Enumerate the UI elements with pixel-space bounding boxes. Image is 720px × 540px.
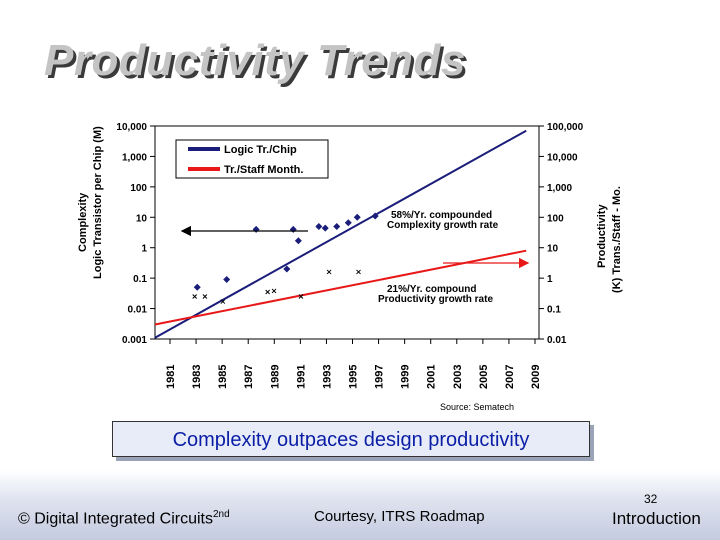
productivity-point bbox=[356, 269, 361, 275]
right-tick-label: 0.1 bbox=[547, 305, 561, 316]
right-tick-label: 10 bbox=[547, 244, 559, 255]
right-axis-ticks: 100,000 10,000 1,000 100 10 1 0.1 0.01 bbox=[539, 122, 584, 346]
page-number: 32 bbox=[644, 492, 658, 506]
productivity-point bbox=[202, 294, 208, 299]
left-tick-label: 1,000 bbox=[122, 152, 147, 163]
legend-label-productivity: Tr./Staff Month. bbox=[224, 164, 303, 176]
left-tick-label: 1 bbox=[141, 244, 147, 255]
footer-credit: Courtesy, ITRS Roadmap bbox=[314, 508, 485, 525]
complexity-point bbox=[193, 283, 201, 291]
legend: Logic Tr./Chip Tr./Staff Month. bbox=[175, 139, 329, 179]
footer-section: Introduction bbox=[612, 509, 701, 528]
legend-label-complexity: Logic Tr./Chip bbox=[224, 144, 297, 156]
left-tick-label: 10 bbox=[136, 213, 148, 224]
right-tick-label: 0.01 bbox=[547, 335, 567, 346]
productivity-growth-annotation-line1: 21%/Yr. compound bbox=[387, 284, 476, 295]
right-tick-label: 1,000 bbox=[547, 183, 572, 194]
complexity-point bbox=[223, 276, 231, 284]
left-tick-label: 0.1 bbox=[133, 274, 147, 285]
left-axis-title-line2: Logic Transistor per Chip (M) bbox=[92, 126, 104, 279]
left-tick-label: 10,000 bbox=[116, 122, 147, 133]
footer-course-title: © Digital Integrated Circuits2nd bbox=[18, 509, 230, 528]
x-tick-label: 2009 bbox=[530, 365, 542, 389]
complexity-growth-annotation-line1: 58%/Yr. compounded bbox=[391, 210, 492, 221]
complexity-point bbox=[294, 237, 302, 245]
left-tick-label: 0.001 bbox=[122, 335, 147, 346]
x-tick-label: 1989 bbox=[269, 365, 281, 389]
complexity-point bbox=[353, 213, 361, 221]
footer-course-text: © Digital Integrated Circuits bbox=[18, 510, 213, 528]
x-tick-label: 2003 bbox=[452, 365, 464, 389]
productivity-point bbox=[298, 294, 304, 299]
productivity-point bbox=[326, 269, 332, 275]
summary-banner: Complexity outpaces design productivity bbox=[112, 421, 590, 457]
series-line-0 bbox=[154, 129, 527, 339]
legend-box bbox=[175, 139, 329, 179]
complexity-point bbox=[321, 224, 329, 232]
productivity-point bbox=[265, 289, 270, 295]
x-tick-label: 1983 bbox=[191, 365, 203, 389]
x-tick-label: 1981 bbox=[165, 365, 177, 389]
complexity-growth-annotation-line2: Complexity growth rate bbox=[387, 220, 499, 231]
complexity-point bbox=[371, 212, 379, 220]
x-tick-label: 1999 bbox=[400, 365, 412, 389]
x-tick-label: 1985 bbox=[217, 365, 229, 389]
left-tick-label: 0.01 bbox=[128, 305, 148, 316]
page-title: Productivity Trends bbox=[44, 36, 466, 85]
complexity-point bbox=[283, 265, 291, 273]
right-tick-label: 100 bbox=[547, 213, 564, 224]
x-tick-label: 1997 bbox=[374, 365, 386, 389]
right-tick-label: 1 bbox=[547, 274, 553, 285]
left-axis-title-line1: Complexity bbox=[77, 192, 89, 252]
x-tick-label: 2001 bbox=[426, 365, 438, 389]
productivity-point bbox=[271, 288, 277, 294]
complexity-point bbox=[333, 222, 341, 230]
complexity-point bbox=[344, 219, 352, 227]
x-tick-label: 1991 bbox=[295, 365, 307, 389]
x-tick-label: 2005 bbox=[478, 365, 490, 389]
right-axis-title-line1: Productivity bbox=[596, 204, 608, 268]
productivity-point bbox=[192, 294, 198, 299]
productivity-growth-annotation-line2: Productivity growth rate bbox=[378, 294, 493, 305]
complexity-point bbox=[315, 222, 323, 230]
left-axis-ticks: 10,000 1,000 100 10 1 0.1 0.01 0.001 bbox=[116, 122, 155, 346]
right-tick-label: 100,000 bbox=[547, 122, 584, 133]
x-axis-ticks: 1981 1983 1985 1987 1989 1991 1993 1995 1997 1999… bbox=[165, 339, 542, 389]
left-tick-label: 100 bbox=[130, 183, 147, 194]
productivity-point bbox=[220, 299, 226, 304]
x-tick-label: 2007 bbox=[504, 365, 516, 389]
x-tick-label: 1993 bbox=[321, 365, 333, 389]
x-tick-label: 1995 bbox=[348, 365, 360, 389]
x-tick-label: 1987 bbox=[243, 365, 255, 389]
right-axis-title-line2: (K) Trans./Staff - Mo. bbox=[611, 186, 623, 293]
source-note: Source: Sematech bbox=[440, 402, 515, 412]
footer-edition: 2nd bbox=[212, 509, 230, 520]
right-tick-label: 10,000 bbox=[547, 152, 578, 163]
